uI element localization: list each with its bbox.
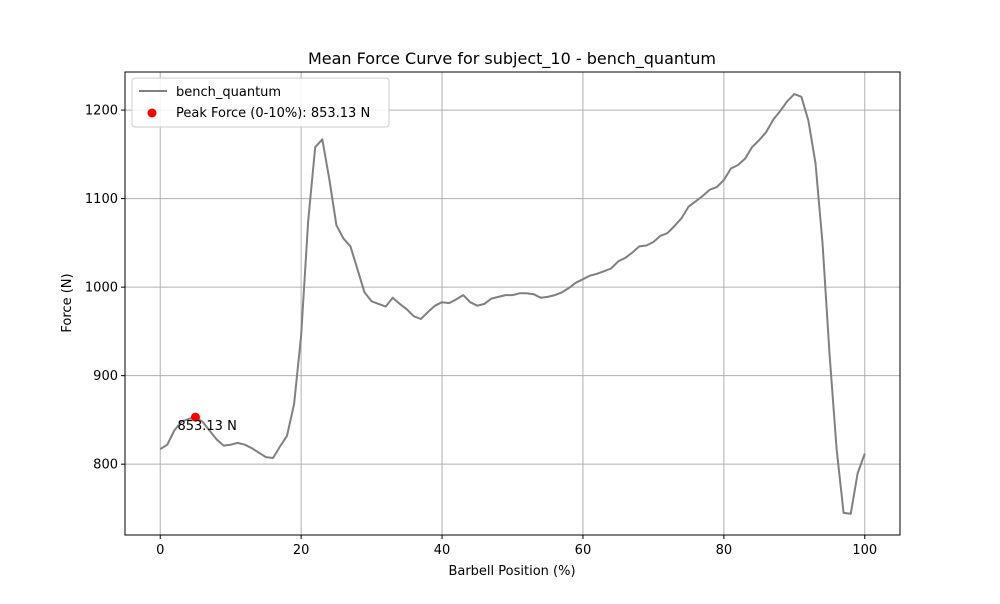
x-tick-label: 20 [293, 543, 310, 558]
legend-box [131, 77, 390, 128]
y-tick-label: 1200 [85, 104, 118, 119]
chart-title: Mean Force Curve for subject_10 - bench_… [308, 49, 716, 69]
y-tick-label: 900 [93, 369, 118, 384]
series-line-bench_quantum [159, 93, 866, 515]
x-tick-label: 80 [716, 543, 733, 558]
x-tick-label: 40 [434, 543, 451, 558]
peak-force-annotation: 853.13 N [177, 419, 236, 434]
plot-frame [124, 71, 901, 536]
legend-peak-swatch [147, 108, 157, 118]
grid-lines [125, 72, 900, 535]
x-axis-label: Barbell Position (%) [448, 564, 575, 579]
y-tick-label: 1000 [85, 281, 118, 296]
axis-ticks: 0 20 40 60 80 100 800 900 1000 1100 1200 [85, 104, 877, 558]
legend-series-label: bench_quantum [176, 85, 281, 100]
y-tick-label: 800 [93, 458, 118, 473]
x-tick-label: 60 [575, 543, 592, 558]
series-layer [159, 93, 866, 515]
y-axis-label: Force (N) [60, 273, 75, 332]
peak-layer: 853.13 N [177, 412, 237, 434]
x-tick-label: 0 [156, 543, 164, 558]
legend: bench_quantum Peak Force (0-10%): 853.13… [131, 77, 390, 128]
x-tick-label: 100 [852, 543, 877, 558]
legend-peak-label: Peak Force (0-10%): 853.13 N [176, 106, 370, 121]
peak-force-point [190, 412, 200, 422]
y-tick-label: 1100 [85, 192, 118, 207]
